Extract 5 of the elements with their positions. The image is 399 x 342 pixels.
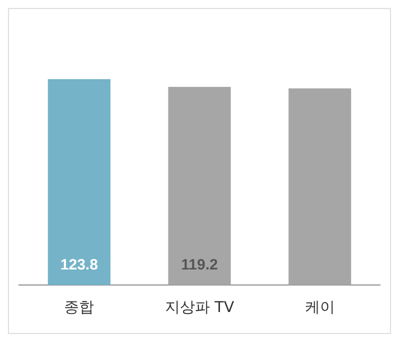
- x-tick-label: 케이: [304, 298, 335, 316]
- x-tick-label: 지상파 TV: [164, 298, 235, 316]
- data-label: 123.8: [60, 256, 98, 274]
- data-label: 119.2: [181, 256, 218, 274]
- x-tick-label: 종합: [64, 298, 94, 316]
